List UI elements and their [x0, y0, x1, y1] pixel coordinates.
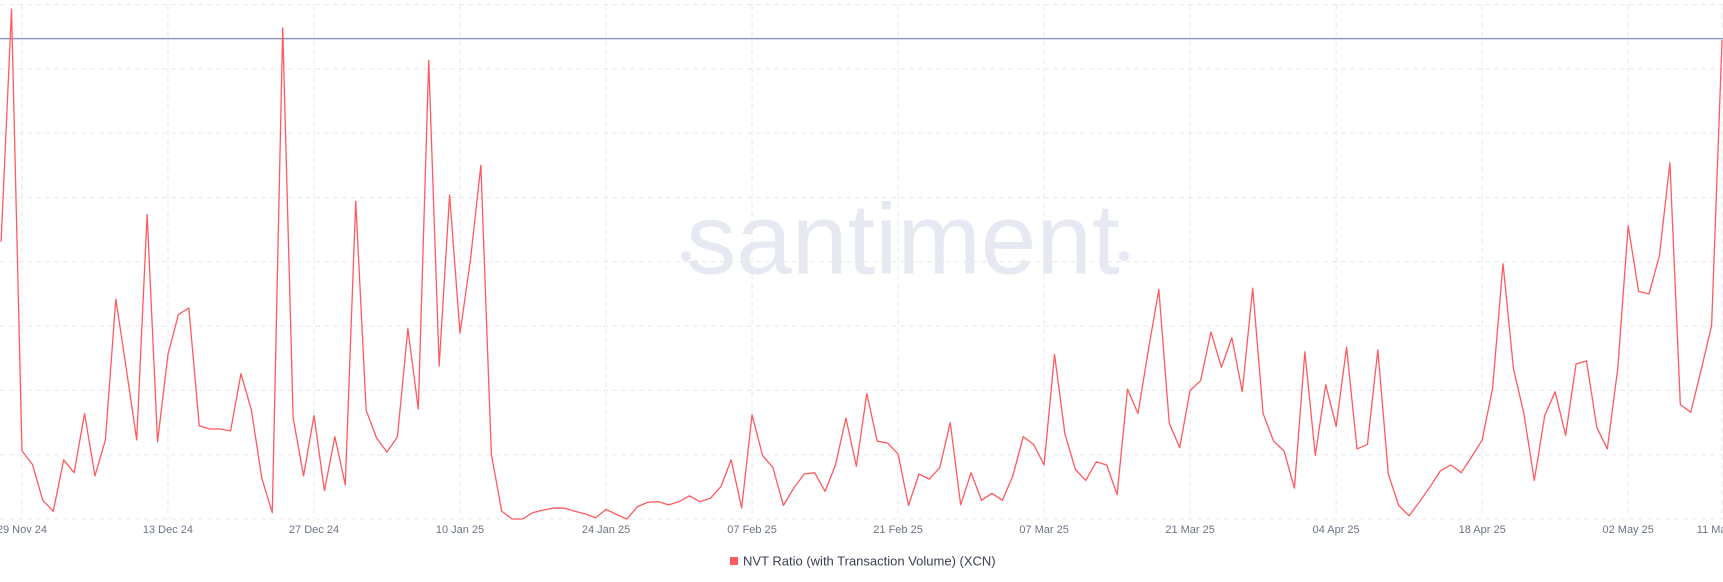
x-tick-label: 07 Feb 25: [727, 524, 777, 536]
x-tick-label: 24 Jan 25: [582, 524, 630, 536]
x-tick-label: 07 Mar 25: [1019, 524, 1069, 536]
data-line: [0, 8, 1723, 520]
x-tick-label: 13 Dec 24: [143, 524, 193, 536]
x-tick-label: 27 Dec 24: [289, 524, 339, 536]
x-tick-label: 11 May 25: [1697, 524, 1723, 536]
watermark-dot: [1119, 251, 1129, 261]
x-tick-label: 02 May 25: [1602, 524, 1653, 536]
legend-swatch: [730, 557, 738, 565]
x-tick-label: 18 Apr 25: [1459, 524, 1506, 536]
watermark-dot: [681, 251, 691, 261]
watermark: santiment: [686, 183, 1120, 295]
x-tick-label: 21 Mar 25: [1165, 524, 1215, 536]
x-tick-label: 21 Feb 25: [873, 524, 923, 536]
x-tick-label: 10 Jan 25: [436, 524, 484, 536]
x-tick-label: 04 Apr 25: [1313, 524, 1360, 536]
x-tick-label: 29 Nov 24: [0, 524, 47, 536]
legend-label: NVT Ratio (with Transaction Volume) (XCN…: [743, 553, 996, 568]
